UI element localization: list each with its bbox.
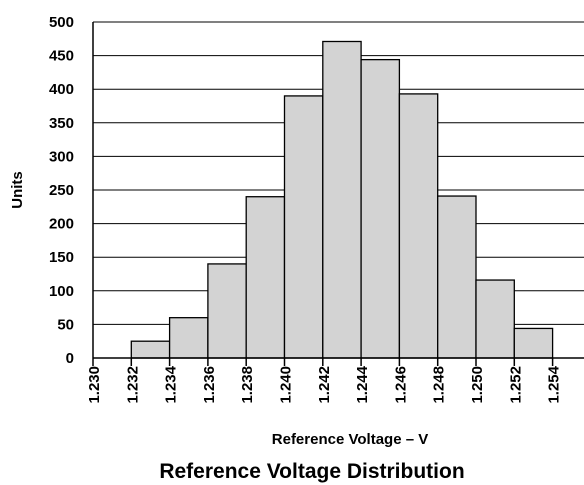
x-tick-label: 1.236	[201, 366, 218, 404]
y-tick-label: 250	[49, 182, 74, 199]
histogram-bar	[437, 195, 477, 359]
y-tick-label: 100	[49, 283, 74, 300]
y-tick-label: 0	[66, 350, 74, 367]
x-tick-label: 1.232	[124, 366, 141, 404]
x-tick-label: 1.240	[278, 366, 295, 404]
histogram-bar	[130, 340, 171, 359]
histogram-bar	[360, 58, 401, 359]
histogram-bar	[283, 95, 324, 359]
x-tick-label: 1.254	[546, 365, 563, 403]
x-tick-label: 1.234	[163, 365, 180, 403]
axes	[92, 22, 584, 366]
x-tick-label: 1.230	[86, 366, 103, 404]
y-tick-label: 150	[49, 249, 74, 266]
y-tick-label: 200	[49, 216, 74, 233]
y-tick-label: 400	[49, 81, 74, 98]
histogram-bar	[322, 40, 362, 359]
x-tick-label: 1.252	[507, 366, 524, 404]
y-axis-title: Units	[9, 171, 26, 209]
histogram-bar	[168, 317, 209, 359]
histogram-bar	[398, 93, 439, 359]
x-axis-title: Reference Voltage – V	[272, 431, 428, 448]
x-tick-label: 1.248	[431, 366, 448, 404]
y-tick-label: 50	[57, 316, 74, 333]
histogram-bar	[207, 263, 247, 359]
x-tick-label: 1.238	[239, 366, 256, 404]
x-tick-labels: 1.230 1.232 1.234 1.236 1.238 1.240 1.242 1.244…	[86, 365, 563, 403]
y-tick-label: 300	[49, 148, 74, 165]
x-tick-label: 1.244	[354, 365, 371, 403]
chart-title: Reference Voltage Distribution	[159, 460, 464, 483]
y-tick-label: 450	[49, 48, 74, 65]
histogram-bar	[513, 327, 554, 359]
histogram-bar	[245, 196, 286, 359]
x-tick-label: 1.246	[392, 366, 409, 404]
histogram-bar	[475, 279, 515, 359]
y-tick-label: 350	[49, 115, 74, 132]
x-tick-label: 1.250	[469, 366, 486, 404]
y-tick-labels: 0 50 100 150 200 250 300 350 400 450 500	[49, 14, 74, 367]
x-tick-label: 1.242	[316, 366, 333, 404]
y-tick-label: 500	[49, 14, 74, 31]
